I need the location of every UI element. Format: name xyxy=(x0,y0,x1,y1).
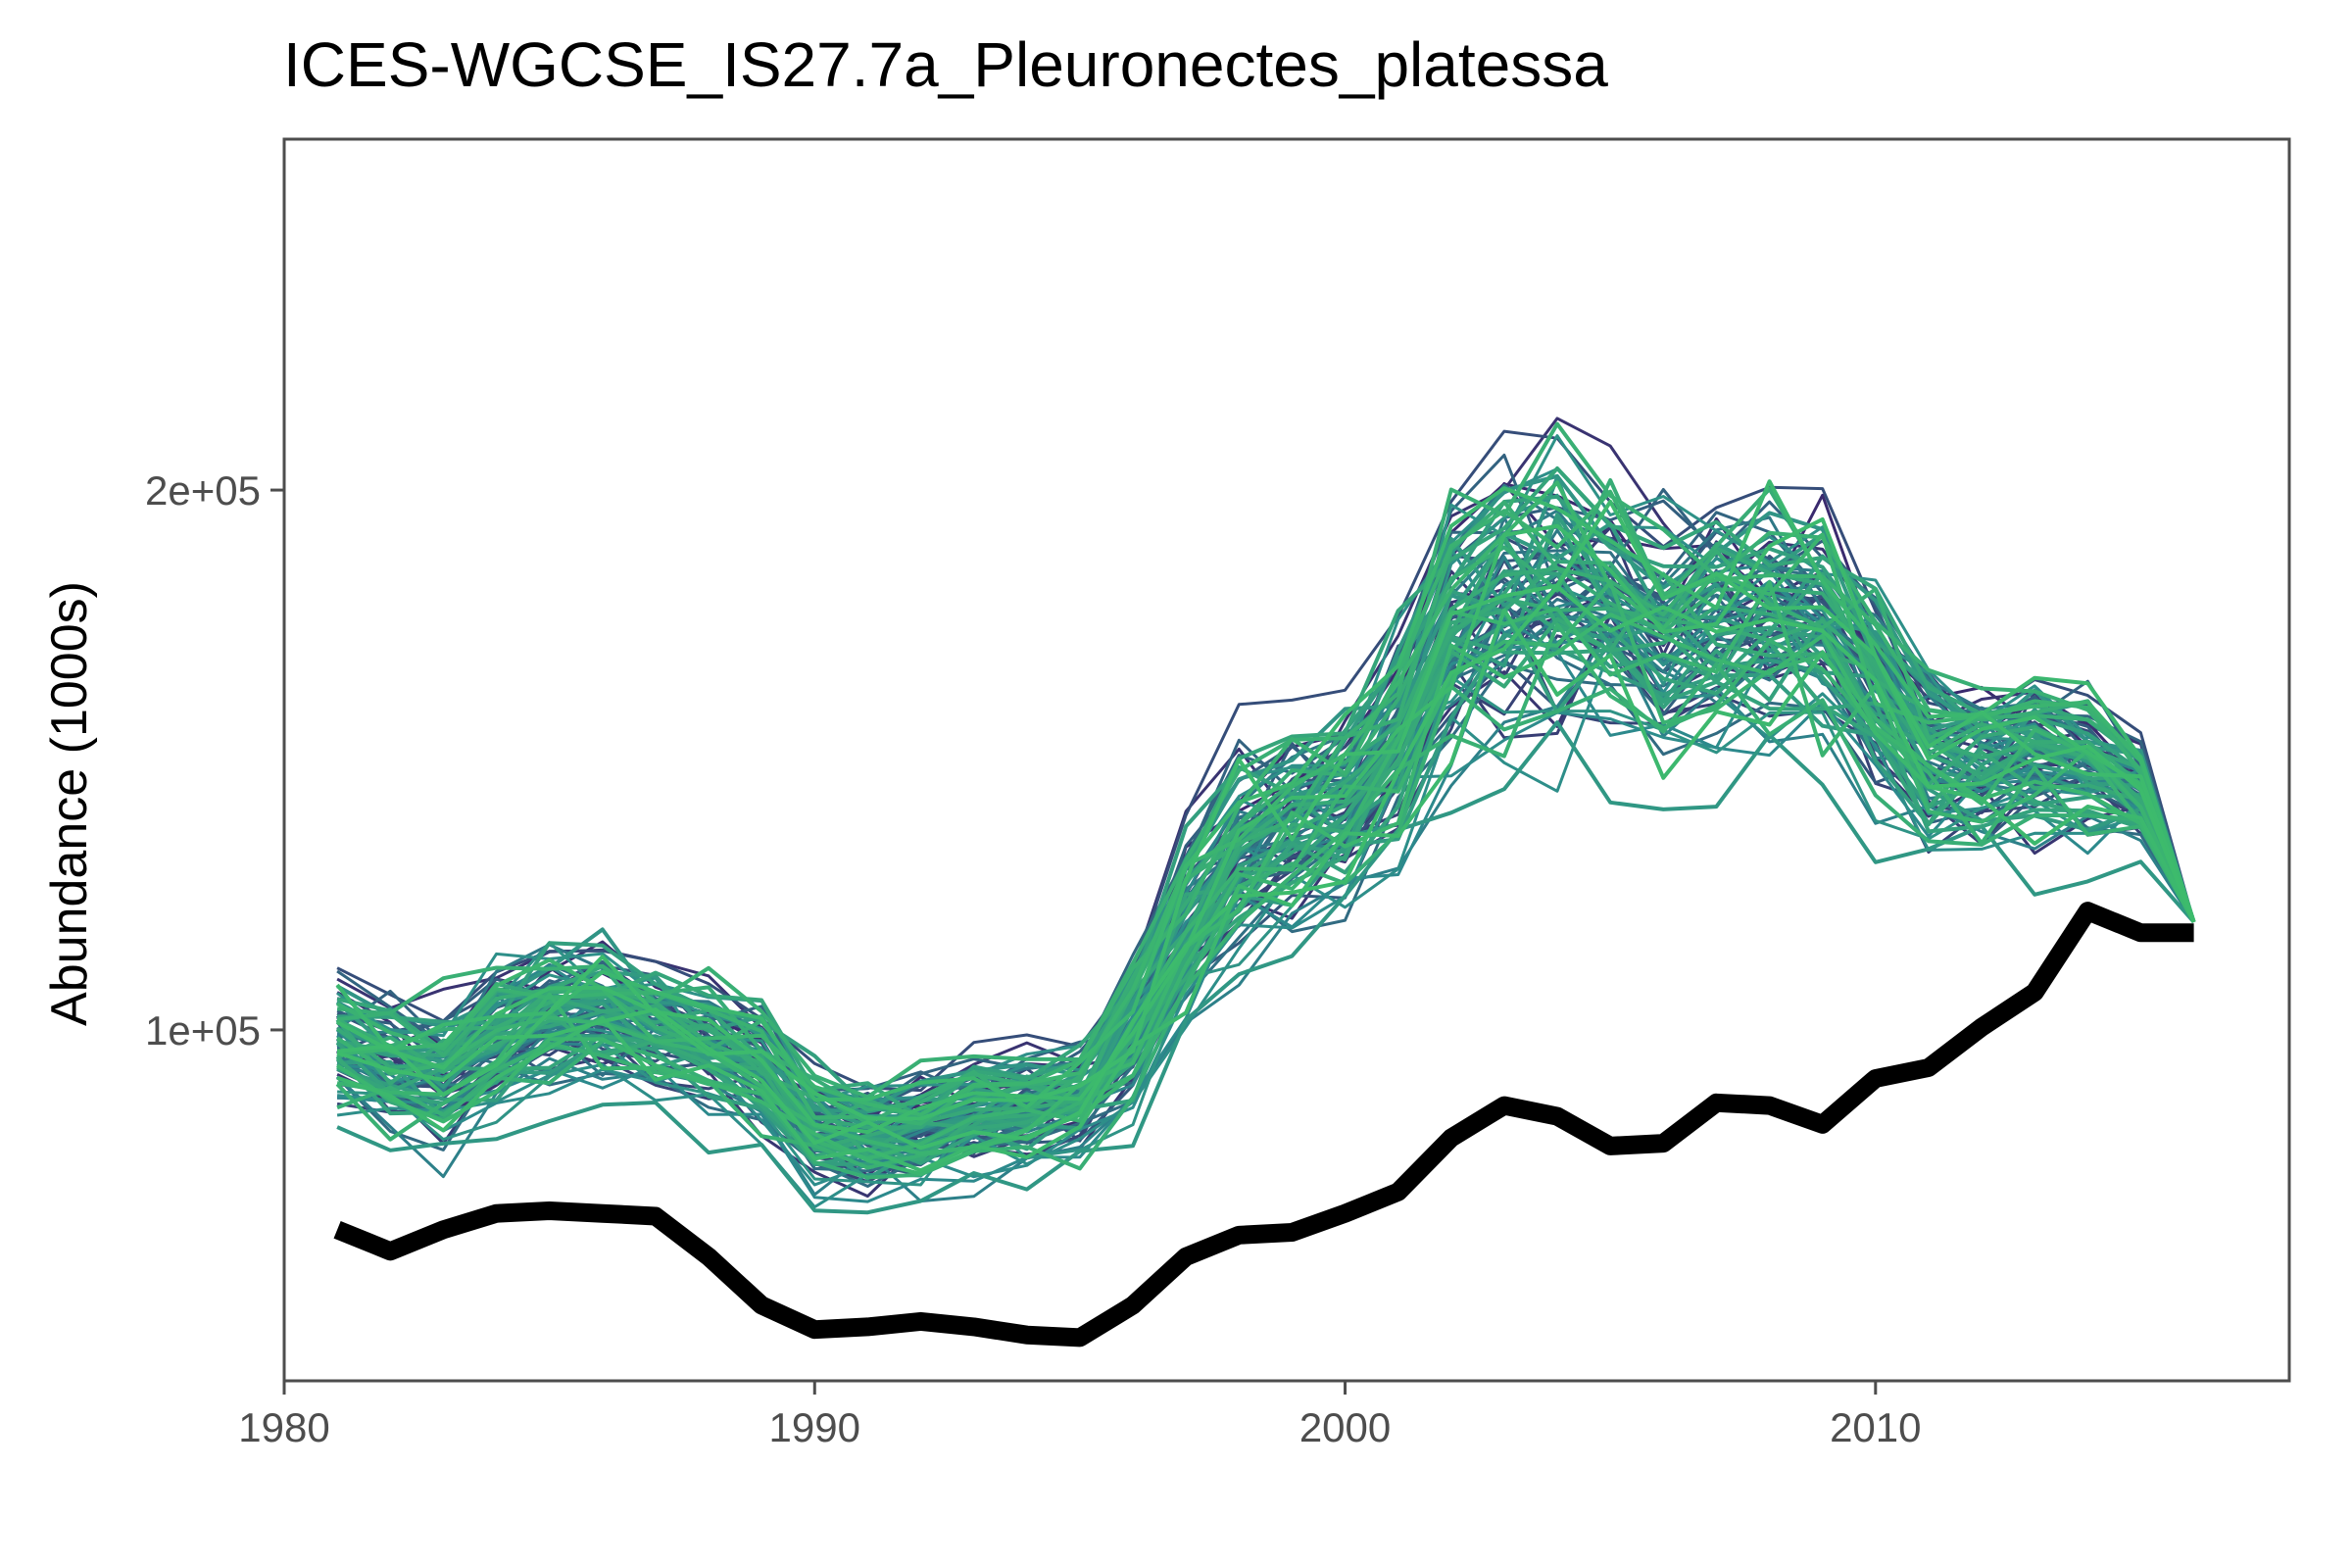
ensemble-series-line xyxy=(335,535,2196,1130)
chart-title: ICES-WGCSE_IS27.7a_Pleuronectes_platessa xyxy=(283,29,1608,100)
plot-panel-border xyxy=(282,137,2291,1383)
x-tick-label: 2010 xyxy=(1830,1404,1921,1450)
ensemble-series-line xyxy=(336,629,2195,1203)
ensemble-lines xyxy=(335,416,2196,1215)
ensemble-series-line xyxy=(336,662,2196,1180)
y-axis: 1e+05 2e+05 xyxy=(145,467,284,1054)
ensemble-series-line xyxy=(336,421,2196,1100)
x-tick-label: 1980 xyxy=(238,1404,329,1450)
reference-line-layer xyxy=(333,902,2194,1348)
x-axis: 1980 1990 2000 2010 xyxy=(238,1381,1922,1450)
ensemble-series-line xyxy=(336,720,2196,1215)
ensemble-series-line xyxy=(335,571,2196,1151)
ensemble-series-line xyxy=(335,580,2196,1161)
y-tick-label: 2e+05 xyxy=(145,467,261,514)
ensemble-series-line xyxy=(336,566,2196,1132)
y-tick-label: 1e+05 xyxy=(145,1007,261,1054)
ensemble-series-line xyxy=(336,499,2196,1121)
y-axis-label: Abundance (1000s) xyxy=(41,581,98,1026)
ensemble-series-line xyxy=(336,612,2196,1176)
reference-series-line xyxy=(333,902,2194,1348)
ensemble-series-line xyxy=(336,584,2196,1151)
ensemble-series-line xyxy=(336,466,2196,1120)
ensemble-series-line xyxy=(336,489,2196,1126)
ensemble-series-line xyxy=(335,479,2196,1109)
x-tick-label: 1990 xyxy=(769,1404,860,1450)
x-tick-label: 2000 xyxy=(1299,1404,1391,1450)
ensemble-series-line xyxy=(337,675,2195,1187)
ensemble-series-line xyxy=(336,500,2196,1125)
ensemble-series-line xyxy=(336,646,2195,1209)
